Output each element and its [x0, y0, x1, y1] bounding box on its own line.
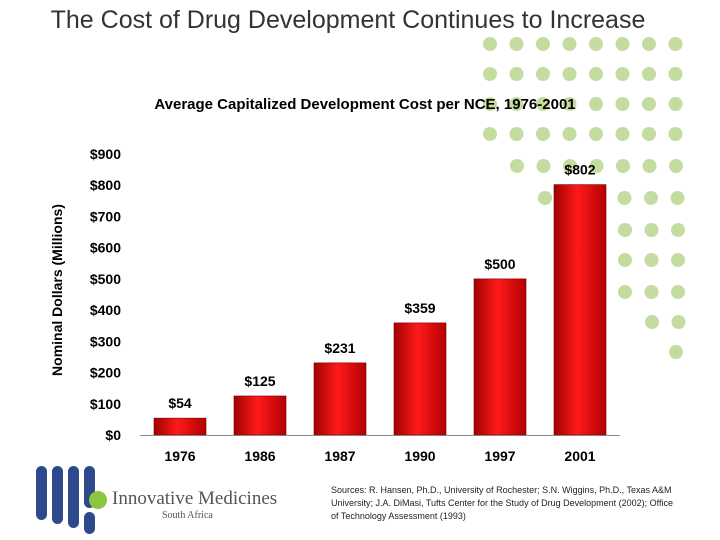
decorative-dot	[671, 223, 685, 237]
decorative-dot	[615, 37, 630, 51]
y-tick-label: $300	[90, 333, 121, 349]
decorative-dot	[615, 127, 630, 141]
slide-title: The Cost of Drug Development Continues t…	[50, 6, 646, 34]
decorative-dot	[670, 191, 685, 205]
y-tick-label: $200	[90, 365, 121, 381]
y-tick-label: $900	[90, 146, 121, 162]
x-tick-label: 1990	[404, 448, 435, 464]
chart-title: Average Capitalized Development Cost per…	[154, 96, 576, 113]
decorative-dot	[642, 159, 657, 173]
decorative-dot	[642, 67, 656, 81]
decorative-dot	[668, 67, 683, 81]
x-tick-label: 1987	[324, 448, 355, 464]
decorative-dot	[644, 223, 659, 237]
decorative-dot	[538, 191, 552, 205]
decorative-dot	[644, 285, 659, 299]
x-tick-label: 2001	[564, 448, 595, 464]
decorative-dot	[671, 253, 685, 267]
bar-1976	[153, 417, 207, 436]
logo-subtitle: South Africa	[162, 510, 213, 521]
decorative-dot	[536, 97, 550, 111]
logo-name: Innovative Medicines	[112, 488, 278, 509]
bar-1997	[473, 278, 527, 436]
y-tick-label: $600	[90, 240, 121, 256]
decorative-dot	[617, 191, 632, 205]
decorative-dot	[510, 159, 524, 173]
decorative-dot	[668, 97, 683, 111]
decorative-dot	[562, 97, 577, 111]
x-tick-label: 1986	[244, 448, 275, 464]
decorative-dot	[483, 97, 497, 111]
y-tick-label: $500	[90, 271, 121, 287]
decorative-dot	[483, 37, 497, 51]
decorative-dot	[616, 159, 630, 173]
decorative-dot	[536, 127, 550, 141]
y-tick-label: $800	[90, 177, 121, 193]
decorative-dot	[615, 67, 630, 81]
decorative-dot	[642, 37, 656, 51]
decorative-dot	[668, 127, 683, 141]
decorative-dot	[562, 127, 577, 141]
data-label: $802	[564, 162, 595, 178]
decorative-dot	[509, 67, 524, 81]
decorative-dot	[618, 223, 632, 237]
decorative-dot	[645, 315, 659, 329]
sources-note: Sources: R. Hansen, Ph.D., University of…	[331, 485, 673, 521]
decorative-dot	[618, 253, 632, 267]
decorative-dot	[669, 159, 683, 173]
decorative-dot	[536, 159, 551, 173]
decorative-dot	[644, 253, 659, 267]
x-tick-label: 1997	[484, 448, 515, 464]
innovative-medicines-logo	[36, 466, 107, 534]
decorative-dot	[483, 127, 497, 141]
data-label: $231	[324, 340, 355, 356]
decorative-dot	[562, 37, 577, 51]
decorative-dot	[536, 67, 550, 81]
data-label: $125	[244, 373, 275, 389]
decorative-dot	[562, 67, 577, 81]
decorative-dot	[618, 285, 632, 299]
decorative-dot	[644, 191, 658, 205]
decorative-dot	[668, 37, 683, 51]
decorative-dot	[509, 127, 524, 141]
y-tick-label: $400	[90, 302, 121, 318]
bar-1986	[233, 395, 287, 436]
y-tick-label: $0	[105, 427, 121, 443]
decorative-dot	[642, 97, 656, 111]
decorative-dot	[671, 315, 686, 329]
decorative-dot	[536, 37, 550, 51]
decorative-dot	[589, 127, 603, 141]
decorative-dot	[589, 37, 603, 51]
decorative-dot	[483, 67, 497, 81]
bar-2001	[553, 184, 607, 436]
y-tick-label: $700	[90, 208, 121, 224]
decorative-dot	[671, 285, 685, 299]
data-label: $54	[168, 395, 192, 411]
bar-1987	[313, 362, 367, 436]
y-tick-label: $100	[90, 396, 121, 412]
decorative-dot	[589, 97, 603, 111]
decorative-dot	[642, 127, 656, 141]
decorative-dot	[563, 159, 577, 173]
decorative-dot	[669, 345, 683, 359]
y-axis-label: Nominal Dollars (Millions)	[49, 204, 65, 376]
data-label: $359	[404, 300, 435, 316]
decorative-dot	[615, 97, 630, 111]
decorative-dot	[589, 159, 604, 173]
x-tick-label: 1976	[164, 448, 195, 464]
decorative-dot	[509, 37, 524, 51]
decorative-dot	[509, 97, 524, 111]
bar-1990	[393, 322, 447, 436]
data-label: $500	[484, 256, 515, 272]
decorative-dot	[589, 67, 603, 81]
